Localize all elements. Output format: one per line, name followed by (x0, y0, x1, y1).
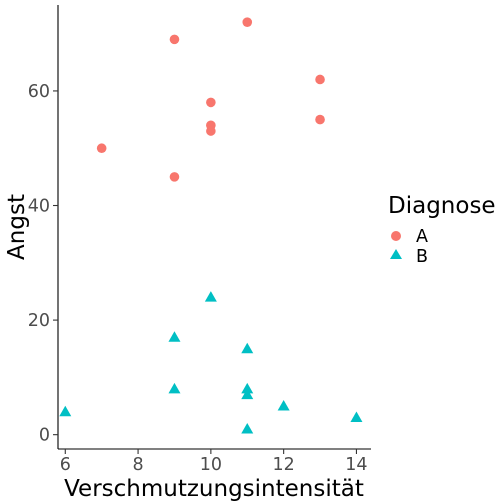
data-point-a (170, 172, 180, 182)
legend-title: Diagnose (388, 193, 496, 219)
data-point-b (278, 400, 290, 411)
y-ticks: 0 20 40 60 (28, 82, 58, 446)
legend-key-a (391, 231, 401, 241)
x-tick-label: 8 (132, 455, 143, 475)
x-tick-label: 14 (345, 455, 367, 475)
data-point-b (205, 291, 217, 302)
y-axis-title: Angst (4, 194, 30, 260)
data-point-a (206, 98, 216, 108)
x-tick-label: 10 (200, 455, 222, 475)
x-ticks: 6 8 10 12 14 (60, 449, 368, 475)
points-layer (59, 17, 362, 433)
data-point-b (241, 423, 253, 434)
data-point-b (168, 383, 180, 394)
y-tick-label: 60 (28, 82, 50, 102)
x-tick-label: 6 (60, 455, 71, 475)
data-point-b (59, 406, 71, 417)
y-tick-label: 20 (28, 311, 50, 331)
data-point-a (97, 143, 107, 153)
data-point-a (206, 126, 216, 136)
data-point-b (168, 331, 180, 342)
y-tick-label: 0 (39, 426, 50, 446)
legend: Diagnose A B (388, 193, 496, 267)
y-tick-label: 40 (28, 197, 50, 217)
data-point-a (242, 17, 252, 27)
data-point-a (315, 115, 325, 125)
legend-label-a: A (416, 227, 428, 247)
x-tick-label: 12 (273, 455, 295, 475)
data-point-b (241, 343, 253, 354)
data-point-b (241, 389, 253, 400)
data-point-a (315, 75, 325, 85)
data-point-b (350, 411, 362, 422)
legend-label-b: B (416, 247, 428, 267)
legend-key-b (390, 249, 402, 259)
x-axis-title: Verschmutzungsintensität (64, 476, 364, 502)
data-point-a (170, 35, 180, 45)
